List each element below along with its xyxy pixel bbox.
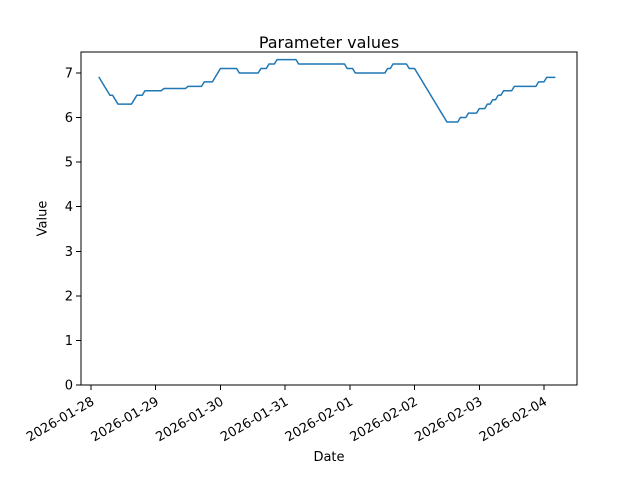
y-tick-label: 7 [65, 66, 73, 81]
x-tick-label: 2026-01-31 [218, 394, 291, 445]
y-tick-label: 3 [65, 245, 73, 260]
plot-border [80, 51, 578, 386]
y-tick-label: 4 [65, 200, 73, 215]
data-line [98, 58, 556, 123]
x-tick-label: 2026-01-29 [89, 394, 162, 445]
x-tick-label: 2026-01-28 [24, 394, 97, 445]
y-tick-label: 2 [65, 289, 73, 304]
y-tick-label: 5 [65, 156, 73, 171]
x-tick-label: 2026-02-04 [477, 394, 550, 445]
x-axis-label: Date [313, 450, 345, 465]
y-tick-label: 6 [65, 111, 73, 126]
y-tick-label: 0 [65, 379, 73, 394]
y-tick-label: 1 [65, 334, 73, 349]
x-tick-label: 2026-02-02 [348, 394, 421, 445]
chart-title: Parameter values [258, 33, 400, 52]
x-tick-label: 2026-01-30 [154, 394, 227, 445]
x-tick-label: 2026-02-01 [283, 394, 356, 445]
x-tick-label: 2026-02-03 [412, 394, 485, 445]
